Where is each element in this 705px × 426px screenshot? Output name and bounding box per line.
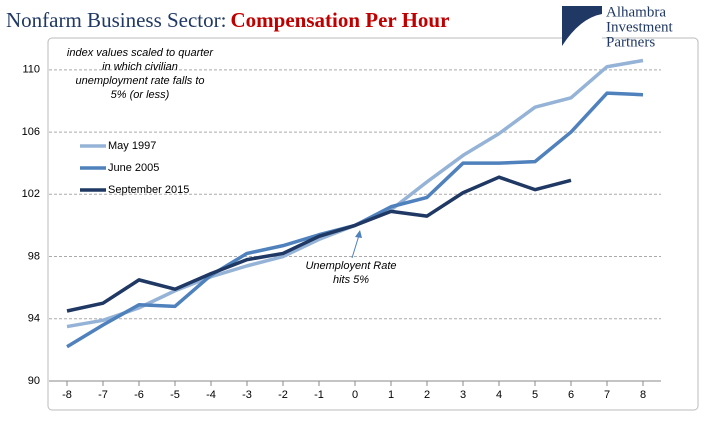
subtitle: Compensation Per Hour xyxy=(230,8,449,32)
x-tick-label: -3 xyxy=(242,389,252,401)
x-tick-label: -5 xyxy=(170,389,180,401)
annotation: unemployment rate falls to xyxy=(75,75,204,87)
legend-label: June 2005 xyxy=(108,162,159,174)
x-tick-label: 7 xyxy=(604,389,610,401)
y-tick-label: 90 xyxy=(28,375,40,387)
annotation: Unemployent Rate xyxy=(305,260,396,272)
arrow-head xyxy=(355,230,362,238)
x-tick-label: 2 xyxy=(424,389,430,401)
annotation: index values scaled to quarter xyxy=(67,47,214,59)
y-tick-label: 102 xyxy=(22,188,40,200)
y-tick-label: 110 xyxy=(22,64,40,76)
x-tick-label: -4 xyxy=(206,389,216,401)
logo-text: Investment xyxy=(606,19,673,35)
logo-text: Partners xyxy=(606,34,655,50)
x-tick-label: -2 xyxy=(278,389,288,401)
y-tick-label: 106 xyxy=(22,126,40,138)
x-tick-label: 8 xyxy=(640,389,646,401)
x-tick-label: 5 xyxy=(532,389,538,401)
plot-frame xyxy=(47,37,699,411)
logo-swoosh xyxy=(562,14,602,46)
y-tick-label: 94 xyxy=(28,313,40,325)
chart-title: Nonfarm Business Sector: Compensation Per… xyxy=(6,8,449,32)
x-tick-label: 0 xyxy=(352,389,358,401)
legend-label: September 2015 xyxy=(108,184,189,196)
x-tick-label: 1 xyxy=(388,389,394,401)
x-tick-label: -7 xyxy=(98,389,108,401)
logo xyxy=(562,6,602,46)
x-tick-label: -1 xyxy=(314,389,324,401)
series-line xyxy=(66,91,644,349)
x-tick-label: -6 xyxy=(134,389,144,401)
x-tick-label: 3 xyxy=(460,389,466,401)
x-tick-label: 6 xyxy=(568,389,574,401)
logo-text: Alhambra xyxy=(606,4,666,20)
x-tick-label: 4 xyxy=(496,389,502,401)
x-tick-label: -8 xyxy=(62,389,72,401)
annotation: hits 5% xyxy=(333,274,369,286)
title-part: Nonfarm Business Sector: xyxy=(6,8,226,32)
y-tick-label: 98 xyxy=(28,250,40,262)
annotation: 5% (or less) xyxy=(111,89,170,101)
series-line xyxy=(66,175,572,313)
annotation: in which civilian xyxy=(102,61,178,73)
legend-label: May 1997 xyxy=(108,140,156,152)
